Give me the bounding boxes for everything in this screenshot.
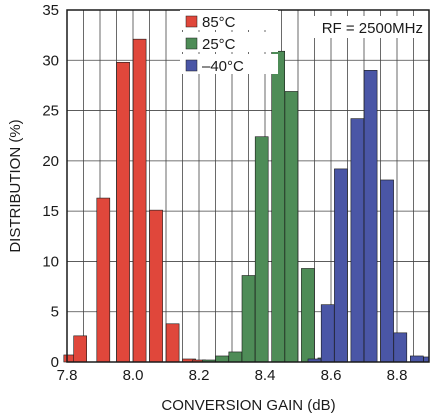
x-tick-label: 8.6: [321, 367, 342, 384]
bars: [63, 38, 430, 363]
legend-label: 25°C: [202, 36, 236, 53]
y-tick-label: 35: [42, 2, 59, 19]
y-axis-label: DISTRIBUTION (%): [7, 119, 24, 252]
bar-series-2-8: [423, 356, 430, 363]
legend-background: [180, 32, 278, 52]
y-tick-label: 30: [42, 52, 59, 69]
x-tick-label: 7.8: [57, 367, 78, 384]
bar-series-1-1: [215, 355, 229, 363]
legend-swatch: [185, 15, 198, 28]
rf-annotation: RF = 2500MHz: [322, 20, 423, 37]
legend-swatch: [185, 37, 198, 50]
tick-labels: 7.8 8.0 8.2 8.4 8.6 8.8 0 5 10 15 20 25 30 35: [42, 2, 407, 384]
legend-background: [180, 54, 278, 74]
bar-series-2-1: [320, 304, 335, 363]
bar-series-0-1: [73, 335, 87, 363]
x-axis-label: CONVERSION GAIN (dB): [161, 397, 335, 414]
bar-series-2-2: [334, 168, 348, 363]
y-tick-label: 0: [51, 354, 59, 371]
bar-series-2-5: [380, 179, 394, 363]
bar-series-2-4: [363, 70, 378, 363]
bar-series-1-4: [254, 136, 269, 363]
bar-series-0-4: [132, 38, 147, 363]
bar-series-0-2: [96, 197, 111, 363]
y-tick-label: 15: [42, 203, 59, 220]
bar-series-2-7: [409, 355, 424, 363]
bar-series-1-5: [271, 50, 286, 363]
legend-label: –40°C: [202, 58, 244, 75]
legend-label: 85°C: [202, 14, 236, 31]
bar-series-1-3: [241, 275, 256, 363]
bar-series-1-6: [284, 91, 299, 363]
legend-background: [180, 10, 278, 30]
bar-series-0-6: [165, 323, 180, 363]
y-tick-label: 5: [51, 304, 59, 321]
bar-series-0-5: [149, 209, 163, 363]
y-tick-label: 10: [42, 253, 59, 270]
x-tick-label: 8.4: [255, 367, 276, 384]
bar-series-2-6: [393, 332, 408, 363]
bar-series-2-3: [350, 118, 365, 363]
x-tick-label: 8.8: [387, 367, 408, 384]
y-tick-label: 25: [42, 103, 59, 120]
annotation-background: [306, 16, 428, 38]
legend-swatch: [185, 59, 198, 72]
bar-series-1-7: [301, 268, 315, 363]
bar-series-0-3: [116, 61, 130, 363]
legend: 85°C 25°C –40°C: [180, 10, 278, 75]
y-tick-label: 20: [42, 153, 59, 170]
bar-series-1-2: [228, 351, 243, 363]
x-tick-label: 8.2: [189, 367, 210, 384]
x-tick-label: 8.0: [123, 367, 144, 384]
